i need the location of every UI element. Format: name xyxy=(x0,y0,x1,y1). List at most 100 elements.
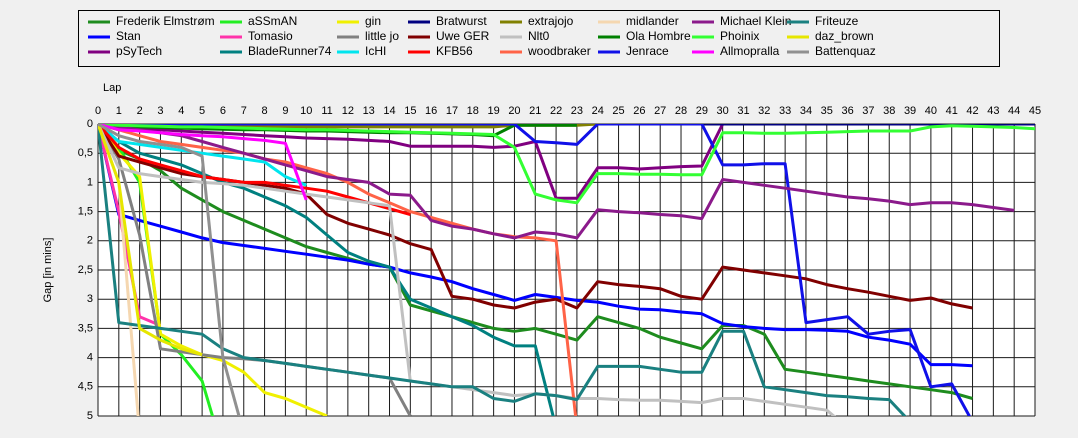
x-tick-label: 37 xyxy=(862,105,874,117)
x-tick-label: 29 xyxy=(696,105,708,117)
series-line xyxy=(98,124,555,416)
x-tick-label: 23 xyxy=(571,105,583,117)
x-tick-label: 17 xyxy=(446,105,458,117)
legend-label: Frederik Elmstrøm xyxy=(116,14,215,28)
legend-label: Jenrace xyxy=(626,44,669,58)
x-tick-label: 18 xyxy=(467,105,479,117)
x-tick-label: 12 xyxy=(342,105,354,117)
y-tick-label: 3 xyxy=(87,293,93,305)
series-line xyxy=(98,124,307,187)
x-tick-label: 34 xyxy=(800,105,812,117)
y-tick-label: 3,5 xyxy=(78,322,93,334)
x-tick-label: 35 xyxy=(821,105,833,117)
y-tick-label: 0 xyxy=(87,118,93,130)
legend-label: Tomasio xyxy=(248,29,293,43)
series-line xyxy=(98,124,973,368)
legend-label: Battenquaz xyxy=(815,44,876,58)
x-tick-label: 45 xyxy=(1029,105,1041,117)
x-tick-label: 9 xyxy=(282,105,288,117)
y-tick-label: 5 xyxy=(87,410,93,422)
x-tick-label: 0 xyxy=(95,105,101,117)
series-line xyxy=(98,124,907,416)
series-line xyxy=(98,124,725,200)
legend-label: Friteuze xyxy=(815,14,859,28)
x-tick-label: 10 xyxy=(300,105,312,117)
y-tick-label: 2,5 xyxy=(78,264,93,276)
x-tick-label: 6 xyxy=(220,105,226,117)
y-axis-label: Gap [in mins] xyxy=(42,238,54,303)
y-tick-label: 1 xyxy=(87,176,93,188)
x-tick-label: 7 xyxy=(241,105,247,117)
y-tick-label: 2 xyxy=(87,235,93,247)
x-tick-label: 32 xyxy=(758,105,770,117)
series-line xyxy=(98,124,973,400)
grid: 0 1 2 3 4 5 6 7 8 9 10 11 12 13 14 15 16 17 18 19 20 21 22 23 24… xyxy=(78,105,1041,422)
x-tick-label: 11 xyxy=(321,105,332,117)
legend-label: IcHI xyxy=(365,44,386,58)
x-axis-label: Lap xyxy=(103,82,121,94)
x-tick-label: 30 xyxy=(717,105,729,117)
x-tick-label: 27 xyxy=(654,105,666,117)
series-line xyxy=(98,124,241,416)
x-tick-label: 41 xyxy=(946,105,958,117)
series-line xyxy=(98,124,972,416)
legend-label: pSyTech xyxy=(116,44,162,58)
series-line xyxy=(98,124,1035,205)
legend-label: Nlt0 xyxy=(528,29,550,43)
x-tick-label: 5 xyxy=(199,105,205,117)
legend-label: Ola Hombre xyxy=(626,29,691,43)
legend-label: KFB56 xyxy=(436,44,473,58)
legend-box xyxy=(78,10,1000,67)
series-line xyxy=(98,124,203,357)
x-tick-label: 8 xyxy=(262,105,268,117)
legend-label: woodbraker xyxy=(527,44,591,58)
x-tick-label: 22 xyxy=(550,105,562,117)
x-tick-label: 14 xyxy=(383,105,395,117)
x-tick-label: 19 xyxy=(487,105,499,117)
legend-label: Allmopralla xyxy=(720,44,780,58)
legend-label: little jo xyxy=(365,29,399,43)
x-tick-label: 31 xyxy=(737,105,749,117)
x-tick-label: 3 xyxy=(157,105,163,117)
x-tick-label: 1 xyxy=(116,105,122,117)
x-tick-label: 28 xyxy=(675,105,687,117)
x-tick-label: 33 xyxy=(779,105,791,117)
legend-label: Phoinix xyxy=(720,29,759,43)
legend-label: BladeRunner74 xyxy=(248,44,332,58)
x-tick-label: 39 xyxy=(904,105,916,117)
y-tick-label: 1,5 xyxy=(78,206,93,218)
x-tick-label: 44 xyxy=(1008,105,1020,117)
x-tick-label: 2 xyxy=(137,105,143,117)
legend-label: aSSmAN xyxy=(248,14,297,28)
x-tick-label: 24 xyxy=(592,105,604,117)
legend-label: Stan xyxy=(116,29,141,43)
x-tick-label: 21 xyxy=(529,105,541,117)
series-line xyxy=(98,124,1015,240)
legend-label: extrajojo xyxy=(528,14,574,28)
x-tick-label: 36 xyxy=(841,105,853,117)
series-line xyxy=(98,124,308,201)
y-tick-label: 4 xyxy=(87,352,93,364)
y-tick-label: 4,5 xyxy=(78,381,93,393)
x-tick-label: 20 xyxy=(508,105,520,117)
x-tick-label: 25 xyxy=(612,105,624,117)
legend-label: daz_brown xyxy=(815,29,874,43)
legend-label: gin xyxy=(365,14,381,28)
legend-label: midlander xyxy=(626,14,679,28)
x-tick-label: 40 xyxy=(925,105,937,117)
y-tick-label: 0,5 xyxy=(78,147,93,159)
x-tick-label: 43 xyxy=(987,105,999,117)
x-tick-label: 4 xyxy=(178,105,184,117)
x-tick-label: 15 xyxy=(404,105,416,117)
x-tick-label: 16 xyxy=(425,105,437,117)
series-line xyxy=(98,124,837,416)
legend-label: Bratwurst xyxy=(436,14,487,28)
x-tick-label: 26 xyxy=(633,105,645,117)
legend-label: Uwe GER xyxy=(436,29,490,43)
legend-label: Michael Klein xyxy=(720,14,791,28)
x-tick-label: 13 xyxy=(363,105,375,117)
x-tick-label: 42 xyxy=(966,105,978,117)
lines xyxy=(98,124,1035,416)
